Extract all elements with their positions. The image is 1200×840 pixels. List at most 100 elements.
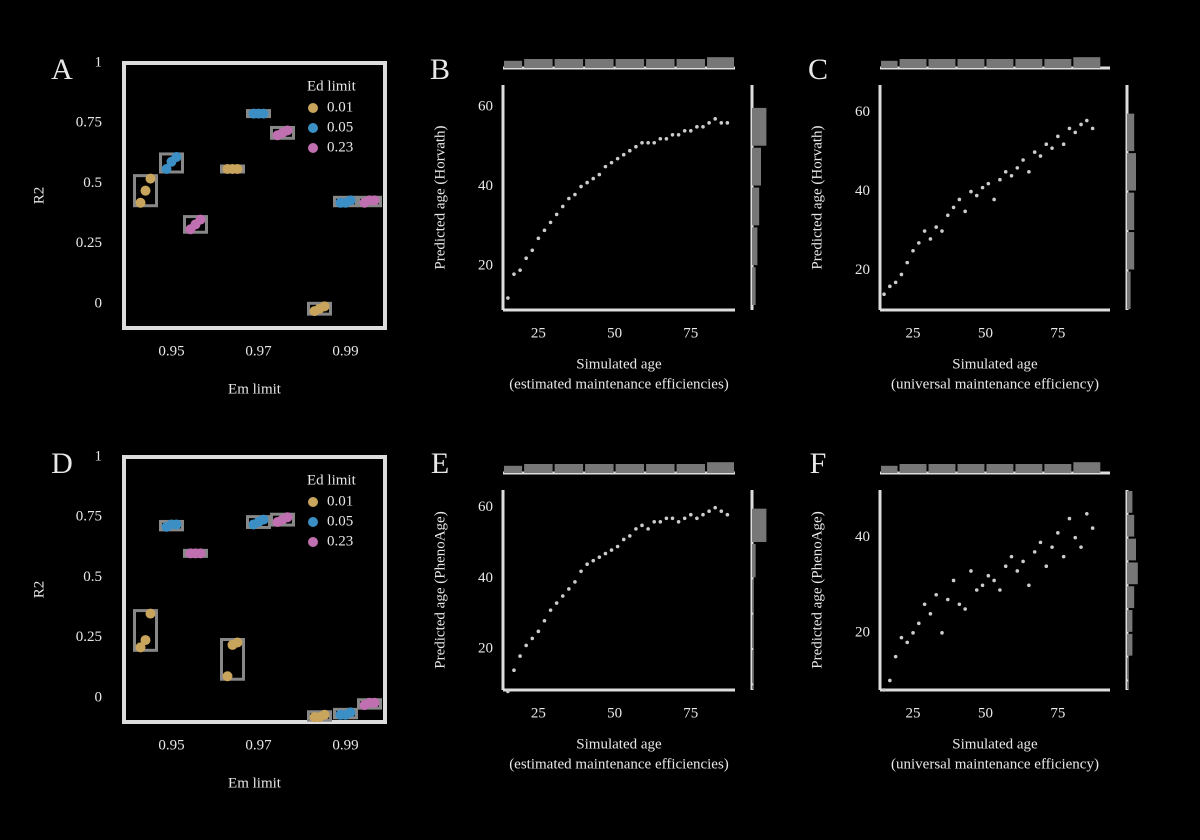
point	[676, 520, 681, 524]
point	[597, 555, 602, 559]
point	[969, 569, 973, 573]
hist-bar	[1127, 514, 1135, 537]
point	[713, 117, 717, 121]
hist-bar	[1127, 192, 1135, 231]
y-axis-label: Predicted age (Horvath)	[809, 125, 825, 269]
point	[135, 197, 146, 208]
point	[928, 237, 933, 241]
point	[554, 601, 559, 605]
hist-bar	[1044, 464, 1072, 473]
x-axis-label: (estimated maintenance efficiencies)	[509, 376, 729, 392]
y-tick-label: 40	[855, 183, 870, 199]
point	[615, 156, 620, 161]
y-axis-label: Predicted age (Horvath)	[432, 125, 448, 269]
panel-label: F	[810, 447, 827, 480]
hist-bar	[881, 465, 898, 473]
point	[282, 125, 293, 136]
point	[998, 588, 1002, 592]
hist-bar	[752, 614, 754, 649]
point	[701, 512, 705, 517]
y-tick-label: 20	[855, 624, 870, 640]
hist-bar	[928, 464, 956, 473]
box	[220, 638, 245, 681]
y-tick-label: 0.75	[76, 115, 102, 131]
x-axis-label: Em limit	[228, 381, 282, 397]
panel-label: A	[51, 53, 73, 86]
legend-title: Ed limit	[307, 78, 357, 94]
point	[597, 172, 602, 177]
point	[998, 177, 1002, 182]
point	[1085, 118, 1089, 123]
box	[133, 609, 158, 652]
x-tick-label: 0.99	[332, 343, 358, 359]
legend-swatch	[308, 103, 318, 113]
point	[603, 164, 608, 169]
point	[922, 229, 927, 233]
point	[506, 689, 510, 694]
point	[888, 678, 892, 683]
point	[974, 193, 979, 198]
legend-label: 0.23	[327, 139, 353, 155]
x-tick-label: 0.97	[245, 737, 272, 753]
point	[634, 144, 638, 149]
legend-label: 0.01	[327, 99, 353, 115]
point	[640, 523, 644, 528]
y-tick-label: 0.25	[76, 629, 102, 645]
y-tick-label: 0.25	[76, 235, 102, 251]
point	[591, 176, 596, 181]
point	[524, 256, 528, 261]
x-axis-label: Simulated age	[576, 736, 662, 752]
legend-swatch	[308, 537, 318, 547]
point	[719, 121, 724, 125]
point	[905, 260, 910, 265]
point	[917, 621, 921, 626]
x-tick-label: 25	[906, 705, 921, 721]
hist-bar	[1127, 538, 1136, 561]
y-axis-label: Predicted age (PhenoAge)	[809, 511, 825, 668]
hist-bar	[676, 59, 706, 68]
point	[911, 631, 915, 635]
point	[940, 631, 944, 635]
legend-swatch	[308, 497, 318, 507]
x-tick-label: 50	[978, 325, 993, 341]
point	[567, 196, 571, 201]
point	[652, 520, 657, 524]
point	[658, 520, 663, 524]
hist-bar	[504, 465, 523, 473]
point	[195, 548, 206, 559]
point	[140, 185, 151, 196]
point	[695, 125, 699, 129]
point	[591, 558, 596, 563]
point	[171, 151, 182, 162]
y-tick-label: 40	[478, 570, 493, 586]
point	[1021, 158, 1025, 162]
panel-label: B	[430, 53, 450, 86]
point	[161, 164, 172, 174]
point	[506, 296, 510, 300]
hist-bar	[615, 59, 645, 68]
legend-label: 0.23	[327, 533, 353, 549]
hist-bar	[752, 107, 767, 146]
point	[911, 248, 915, 253]
point	[195, 214, 206, 225]
point	[951, 578, 956, 583]
hist-bar	[1127, 657, 1129, 680]
point	[258, 514, 269, 525]
point	[719, 509, 724, 514]
point	[957, 602, 962, 607]
y-tick-label: 60	[855, 104, 870, 120]
point	[512, 272, 516, 276]
point	[963, 607, 967, 611]
box	[270, 512, 295, 527]
point	[992, 197, 996, 202]
y-tick-label: 0.5	[83, 175, 102, 191]
x-tick-label: 75	[1050, 325, 1065, 341]
legend-title: Ed limit	[307, 472, 357, 488]
hist-bar	[752, 508, 767, 543]
point	[969, 189, 973, 194]
point	[560, 204, 565, 209]
point	[905, 640, 910, 645]
legend-swatch	[308, 123, 318, 133]
hist-bar	[554, 59, 584, 68]
